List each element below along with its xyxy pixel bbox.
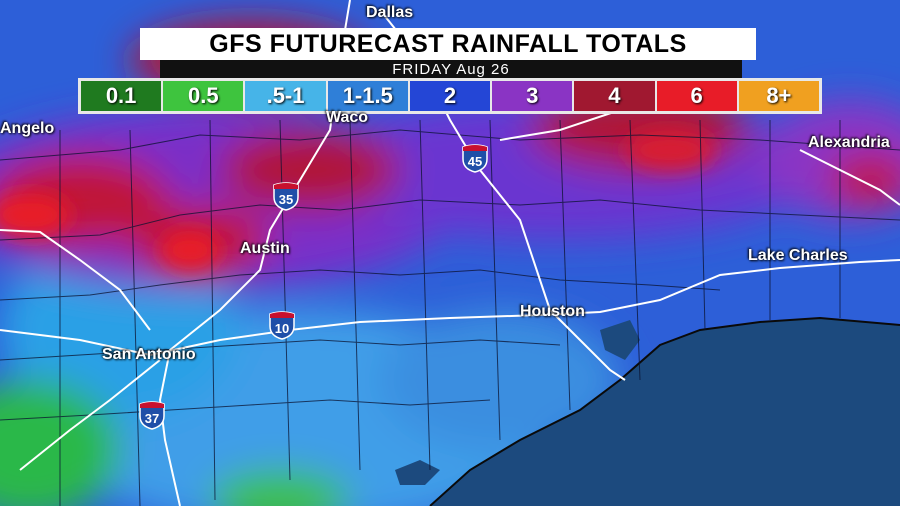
city-label-dallas: Dallas (366, 4, 414, 21)
shield-number: 45 (468, 154, 482, 169)
map-title: GFS FUTURECAST RAINFALL TOTALS (209, 29, 687, 58)
legend-label: .5-1 (266, 83, 305, 108)
interstate-shield-icon: 10 (269, 311, 295, 340)
city-label-alexandria: Alexandria (808, 134, 890, 151)
interstate-shield-icon: 45 (462, 144, 488, 173)
city-label-lake-charles: Lake Charles (748, 247, 848, 264)
legend-item: 6 (656, 81, 737, 111)
shield-number: 37 (145, 411, 159, 426)
city-label-angelo: Angelo (0, 120, 55, 137)
legend-item: 0.1 (81, 81, 162, 111)
city-label-houston: Houston (520, 303, 585, 320)
shield-number: 10 (275, 321, 289, 336)
city-label-austin: Austin (240, 240, 290, 257)
legend-item: .5-1 (245, 81, 326, 111)
legend-item: 8+ (738, 81, 819, 111)
map-subtitle: FRIDAY Aug 26 (392, 60, 510, 78)
city-label-san-antonio: San Antonio (102, 346, 196, 363)
legend-label: 3 (526, 83, 539, 108)
subtitle-banner: FRIDAY Aug 26 (160, 60, 742, 78)
legend-label: 4 (608, 83, 621, 108)
legend-item: 4 (574, 81, 655, 111)
rainfall-legend: 0.1 0.5 .5-1 1-1.5 2 3 4 6 8+ (78, 78, 822, 114)
title-banner: GFS FUTURECAST RAINFALL TOTALS (140, 28, 756, 60)
city-label-waco: Waco (326, 109, 369, 126)
legend-item: 0.5 (163, 81, 244, 111)
legend-label: 6 (690, 83, 703, 108)
legend-label: 0.5 (188, 83, 219, 108)
legend-item: 1-1.5 (327, 81, 408, 111)
legend-label: 2 (443, 83, 457, 108)
legend-label: 8+ (766, 83, 792, 108)
interstate-shield-icon: 35 (273, 182, 299, 211)
legend-label: 0.1 (105, 83, 137, 108)
legend-item: 2 (409, 81, 491, 111)
shield-number: 35 (279, 192, 293, 207)
legend-label: 1-1.5 (342, 83, 393, 108)
legend-item: 3 (492, 81, 573, 111)
interstate-shield-icon: 37 (139, 401, 165, 430)
